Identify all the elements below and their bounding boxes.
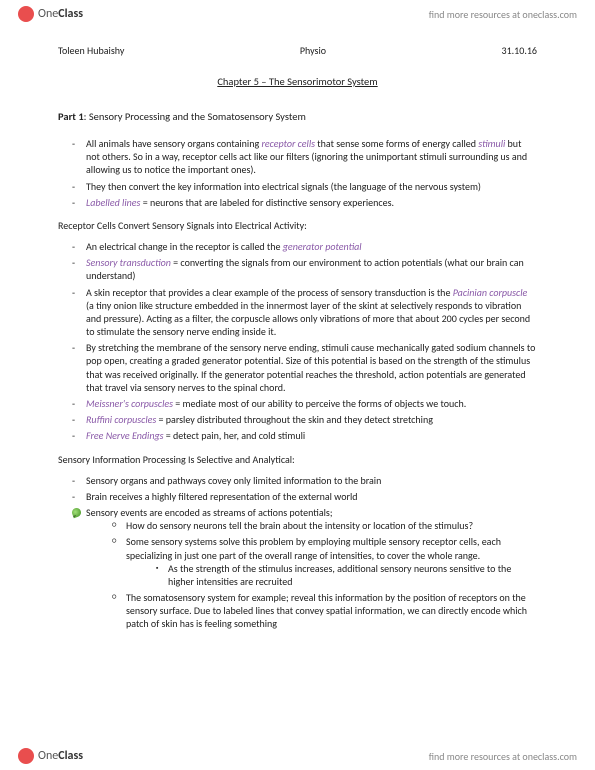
find-more-link-bottom[interactable]: find more resources at oneclass.com	[429, 750, 577, 763]
term: Sensory transduction	[86, 256, 171, 269]
text: = neurons that are labeled for distincti…	[140, 196, 394, 209]
chapter-title: Chapter 5 – The Sensorimotor System	[58, 75, 537, 88]
list-item: Meissner's corpuscles = mediate most of …	[76, 397, 537, 410]
list-item: Some sensory systems solve this problem …	[114, 535, 537, 588]
text: = detect pain, her, and cold stimuli	[164, 429, 306, 442]
list-item: Brain receives a highly filtered represe…	[76, 490, 537, 503]
list-item: Sensory organs and pathways covey only l…	[76, 474, 537, 487]
brand-name-light: One	[38, 749, 58, 763]
text: As the strength of the stimulus increase…	[168, 562, 511, 588]
brand-name-light: One	[38, 7, 58, 21]
find-more-link-top[interactable]: find more resources at oneclass.com	[429, 8, 577, 21]
text: How do sensory neurons tell the brain ab…	[126, 519, 473, 532]
part-label: Part 1	[58, 110, 84, 123]
list-item: By stretching the membrane of the sensor…	[76, 341, 537, 394]
list-item: Labelled lines = neurons that are labele…	[76, 196, 537, 209]
list-item: A skin receptor that provides a clear ex…	[76, 286, 537, 339]
section-heading-b: Sensory Information Processing Is Select…	[58, 453, 537, 466]
text: All animals have sensory organs containi…	[86, 137, 261, 150]
part-title: : Sensory Processing and the Somatosenso…	[84, 110, 306, 123]
list-item: An electrical change in the receptor is …	[76, 240, 537, 253]
document-header: Toleen Hubaishy Physio 31.10.16	[58, 44, 537, 57]
text: A skin receptor that provides a clear ex…	[86, 286, 453, 299]
list-a: An electrical change in the receptor is …	[58, 240, 537, 443]
brand-logo: OneClass	[18, 6, 83, 22]
part-heading: Part 1: Sensory Processing and the Somat…	[58, 110, 537, 123]
term: receptor cells	[261, 137, 315, 150]
text: = mediate most of our ability to perceiv…	[173, 397, 466, 410]
term: Labelled lines	[86, 196, 140, 209]
brand-name: OneClass	[38, 7, 83, 21]
term: Free Nerve Endings	[86, 429, 164, 442]
logo-icon	[18, 748, 34, 764]
text: The somatosensory system for example; re…	[126, 591, 527, 630]
course-name: Physio	[300, 44, 326, 57]
brand-name-bottom: OneClass	[38, 749, 83, 763]
text: Sensory events are encoded as streams of…	[86, 506, 333, 519]
sublist-1: How do sensory neurons tell the brain ab…	[86, 519, 537, 631]
list-item: The somatosensory system for example; re…	[114, 591, 537, 631]
list-item: Ruffini corpuscles = parsley distributed…	[76, 413, 537, 426]
text: By stretching the membrane of the sensor…	[86, 341, 535, 394]
list-item-leaf: Sensory events are encoded as streams of…	[76, 506, 537, 631]
list-item: How do sensory neurons tell the brain ab…	[114, 519, 537, 532]
term: Pacinian corpuscle	[453, 286, 528, 299]
intro-list: All animals have sensory organs containi…	[58, 137, 537, 209]
list-item: Sensory transduction = converting the si…	[76, 256, 537, 282]
text: (a tiny onion like structure embedded in…	[86, 299, 530, 338]
term: Ruffini corpuscles	[86, 413, 156, 426]
text: that sense some forms of energy called	[315, 137, 478, 150]
section-heading-a: Receptor Cells Convert Sensory Signals i…	[58, 219, 537, 232]
page-content: Toleen Hubaishy Physio 31.10.16 Chapter …	[0, 36, 595, 734]
logo-icon	[18, 6, 34, 22]
brand-logo-bottom: OneClass	[18, 748, 83, 764]
term: generator potential	[283, 240, 362, 253]
document-date: 31.10.16	[502, 44, 537, 57]
brand-name-bold: Class	[58, 749, 83, 763]
top-bar: OneClass find more resources at oneclass…	[0, 0, 595, 28]
text: Brain receives a highly filtered represe…	[86, 490, 358, 503]
text: Some sensory systems solve this problem …	[126, 535, 501, 561]
list-item: All animals have sensory organs containi…	[76, 137, 537, 177]
bottom-bar: OneClass find more resources at oneclass…	[0, 742, 595, 770]
text: = parsley distributed throughout the ski…	[156, 413, 433, 426]
list-item: As the strength of the stimulus increase…	[156, 562, 537, 588]
term: stimuli	[478, 137, 505, 150]
list-item: Free Nerve Endings = detect pain, her, a…	[76, 429, 537, 442]
list-b: Sensory organs and pathways covey only l…	[58, 474, 537, 631]
sublist-2: As the strength of the stimulus increase…	[126, 562, 537, 588]
author-name: Toleen Hubaishy	[58, 44, 124, 57]
text: They then convert the key information in…	[86, 180, 481, 193]
term: Meissner's corpuscles	[86, 397, 173, 410]
text: An electrical change in the receptor is …	[86, 240, 283, 253]
text: Sensory organs and pathways covey only l…	[86, 474, 381, 487]
brand-name-bold: Class	[58, 7, 83, 21]
list-item: They then convert the key information in…	[76, 180, 537, 193]
